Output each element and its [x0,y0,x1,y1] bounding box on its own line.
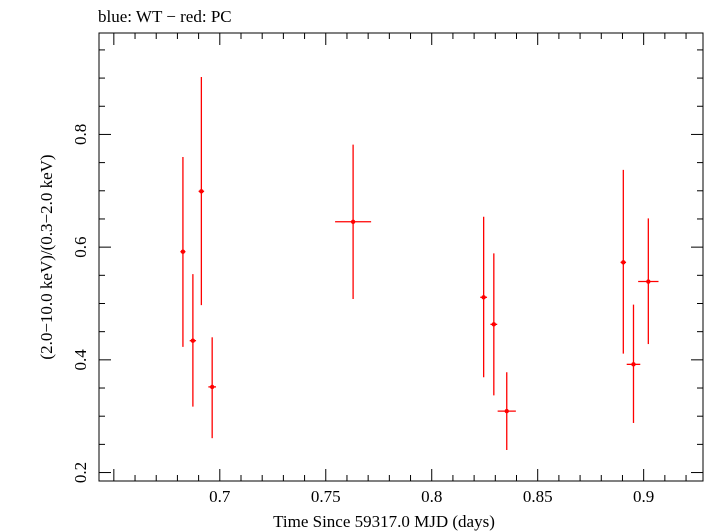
data-point [208,337,216,439]
point-marker [209,384,215,390]
y-tick-label: 0.6 [71,237,90,258]
x-tick-label: 0.7 [209,487,231,506]
x-tick-label: 0.8 [421,487,442,506]
point-marker [646,279,651,284]
data-point [180,156,186,347]
data-point [626,304,641,423]
data-point [189,274,197,407]
x-tick-labels: 0.7 0.75 0.8 0.85 0.9 [209,487,654,506]
data-point [198,76,205,306]
x-tick-label: 0.75 [311,487,341,506]
point-marker [199,189,204,194]
y-tick-label: 0.4 [71,349,90,371]
x-tick-label: 0.85 [523,487,553,506]
data-point [335,144,372,299]
y-tick-label: 0.8 [71,124,90,145]
point-marker [180,249,186,254]
point-marker [631,362,636,367]
data-point [620,169,627,354]
y-tick-labels: 0.2 0.4 0.6 0.8 [71,124,90,483]
chart-title: blue: WT − red: PC [98,7,232,26]
x-tick-label: 0.9 [633,487,654,506]
point-marker [621,260,626,265]
data-point [490,253,498,396]
y-tick-label: 0.2 [71,462,90,483]
point-marker [481,295,486,300]
data-points [180,76,659,451]
plot-frame [98,32,704,482]
axis-ticks [99,33,703,481]
y-axis-label: (2.0−10.0 keV)/(0.3−2.0 keV) [37,154,56,359]
data-point [497,372,516,451]
point-marker [491,322,497,327]
point-marker [504,408,509,414]
data-point [480,216,488,378]
x-axis-label: Time Since 59317.0 MJD (days) [273,512,495,531]
data-point [638,218,659,345]
point-marker [350,219,356,224]
point-marker [190,338,196,343]
